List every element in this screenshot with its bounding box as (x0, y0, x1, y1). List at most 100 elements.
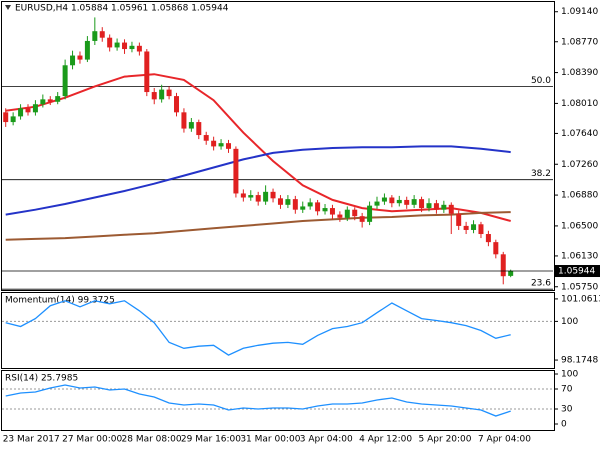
candle-body (463, 225, 469, 230)
candle-body (411, 199, 417, 205)
y-tick-label: 1.05750 (561, 282, 598, 292)
candle-body (307, 202, 313, 207)
candle-body (114, 42, 120, 48)
level-label: 38.2 (531, 169, 551, 179)
candle-body (292, 199, 298, 210)
x-tick-label: 28 Mar 08:00 (122, 435, 182, 445)
candle-body (508, 271, 514, 276)
candle-body (84, 40, 90, 60)
candle-body (166, 89, 172, 97)
x-tick-label: 31 Mar 00:00 (240, 435, 300, 445)
candle-body (144, 51, 150, 93)
candle-body (32, 104, 38, 113)
candle-body (174, 96, 180, 113)
candle-body (92, 31, 98, 41)
y-tick-label: 100 (561, 317, 578, 327)
candle-body (419, 199, 425, 209)
x-tick-label: 4 Apr 12:00 (359, 435, 412, 445)
candle-body (55, 96, 61, 102)
momentum-panel (1, 292, 555, 369)
y-tick-label: 101.0613 (561, 294, 600, 304)
candle-body (337, 214, 343, 218)
candle-body (129, 45, 135, 50)
moving-average (5, 145, 511, 216)
moving-average (5, 73, 511, 222)
price-marker-box (555, 265, 600, 278)
candle-body (426, 203, 432, 209)
rsi-title: RSI(14) 25.7985 (5, 374, 78, 384)
candle-body (211, 140, 217, 147)
candle-body (300, 206, 306, 210)
candle-body (329, 208, 335, 215)
candle-body (352, 209, 358, 217)
candle-body (404, 199, 410, 205)
candle-body (233, 148, 239, 194)
indicator-line (5, 300, 511, 356)
candle-body (18, 108, 24, 117)
candle-body (367, 205, 373, 222)
candle-body (500, 254, 506, 277)
price-marker-label: 1.05944 (558, 267, 595, 277)
y-tick-label: 0 (561, 420, 567, 430)
candle-body (277, 198, 283, 205)
candle-body (389, 197, 395, 204)
candle-body (47, 99, 53, 102)
candle-body (270, 191, 276, 199)
candle-body (381, 197, 387, 202)
y-tick-label: 1.06880 (561, 191, 598, 201)
candle-body (107, 37, 113, 48)
momentum-title: Momentum(14) 99.3725 (5, 296, 115, 306)
candle-body (122, 42, 128, 50)
y-tick-label: 98.1748 (561, 356, 598, 366)
candle-body (493, 242, 499, 255)
level-label: 50.0 (531, 76, 551, 86)
candle-body (62, 65, 68, 97)
candle-body (396, 199, 402, 204)
main-panel (1, 1, 555, 291)
y-tick-label: 1.07640 (561, 129, 598, 139)
rsi-panel (1, 370, 555, 431)
candle-body (344, 209, 350, 218)
candle-body (374, 201, 380, 206)
indicator-line (5, 384, 511, 417)
x-tick-label: 27 Mar 00:00 (62, 435, 122, 445)
y-tick-label: 1.07260 (561, 160, 598, 170)
candle-body (478, 224, 484, 235)
candle-body (151, 92, 157, 100)
y-tick-label: 1.09140 (561, 7, 598, 17)
x-tick-label: 3 Apr 04:00 (300, 435, 353, 445)
candle-body (10, 116, 16, 123)
candle-body (225, 143, 231, 149)
moving-average (5, 211, 511, 241)
y-tick-label: 1.06500 (561, 221, 598, 231)
x-tick-label: 29 Mar 16:00 (181, 435, 241, 445)
candle-body (77, 55, 83, 60)
symbol-icon (5, 5, 11, 10)
y-tick-label: 1.08390 (561, 68, 598, 78)
candle-body (3, 112, 9, 123)
x-tick-label: 23 Mar 2017 (3, 435, 60, 445)
candle-body (448, 204, 454, 214)
candle-body (40, 99, 46, 105)
candle-body (359, 216, 365, 222)
candle-body (315, 202, 321, 212)
candle-body (322, 208, 328, 212)
candle-body (240, 193, 246, 198)
candle-body (285, 199, 291, 205)
candle-body (99, 31, 105, 38)
candle-body (471, 224, 477, 230)
candle-body (159, 89, 165, 100)
candle-body (70, 55, 76, 66)
candle-body (181, 112, 187, 129)
y-tick-label: 1.06130 (561, 251, 598, 261)
candle-body (188, 122, 194, 129)
level-label: 23.6 (531, 279, 551, 289)
candle-body (441, 204, 447, 210)
x-tick-label: 5 Apr 20:00 (419, 435, 472, 445)
candle-body (433, 203, 439, 210)
candle-body (203, 135, 209, 141)
candle-body (248, 195, 254, 198)
candle-body (485, 234, 491, 243)
candle-body (263, 191, 269, 202)
